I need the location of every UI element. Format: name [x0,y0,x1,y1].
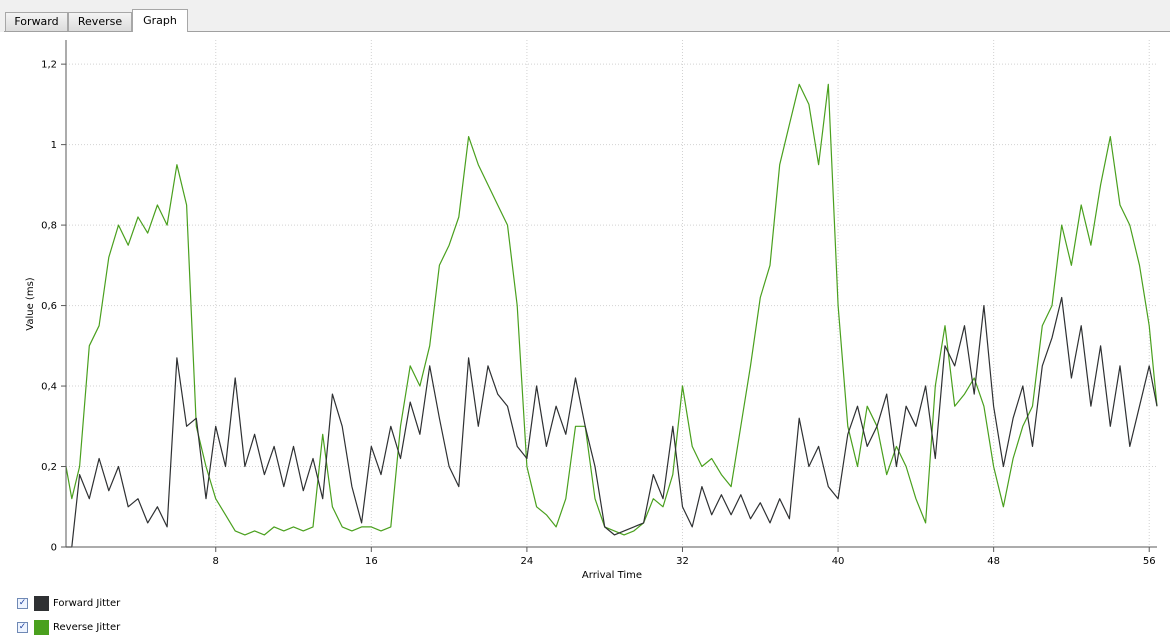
x-tick-label: 24 [521,556,534,567]
y-tick-label: 0,2 [41,462,57,473]
reverse-jitter-checkbox[interactable]: ✓ [17,621,28,633]
x-axis-label: Arrival Time [582,570,642,581]
legend-item-reverse-jitter[interactable]: ✓ Reverse Jitter [17,618,120,636]
legend-label: Forward Jitter [53,597,121,609]
y-tick-label: 0 [51,543,57,554]
reverse-jitter-color-swatch [34,619,49,635]
x-tick-label: 48 [987,556,1000,567]
legend-label: Reverse Jitter [53,621,121,633]
tab-graph[interactable]: Graph [132,9,188,32]
y-tick-label: 1,2 [41,60,57,71]
x-tick-label: 16 [365,556,378,567]
y-tick-label: 1 [51,140,57,151]
x-tick-label: 56 [1143,556,1156,567]
forward-jitter-color-swatch [34,595,49,611]
x-tick-label: 8 [213,556,219,567]
jitter-chart: 8 16 24 32 40 48 56 0 0,2 0,4 0,6 0,8 1 1,2 Arrival T… [25,40,1158,581]
y-tick-label: 0,8 [41,221,57,232]
chart-series [65,83,1158,548]
tab-reverse[interactable]: Reverse [68,12,132,31]
tab-bar-baseline [4,31,1170,32]
x-tick-label: 32 [676,556,689,567]
chart-axes: 8 16 24 32 40 48 56 0 0,2 0,4 0,6 0,8 1 1,2 [41,40,1157,567]
tab-forward[interactable]: Forward [5,12,68,31]
forward-jitter-line [66,296,1158,548]
y-tick-label: 0,6 [41,301,57,312]
y-tick-label: 0,4 [41,382,57,393]
forward-jitter-checkbox[interactable]: ✓ [17,597,28,609]
y-axis-label: Value (ms) [25,277,36,330]
tab-bar: Forward Reverse Graph [0,0,1170,32]
x-tick-label: 40 [832,556,845,567]
legend-item-forward-jitter[interactable]: ✓ Forward Jitter [17,594,120,612]
chart-grid [66,40,1157,548]
